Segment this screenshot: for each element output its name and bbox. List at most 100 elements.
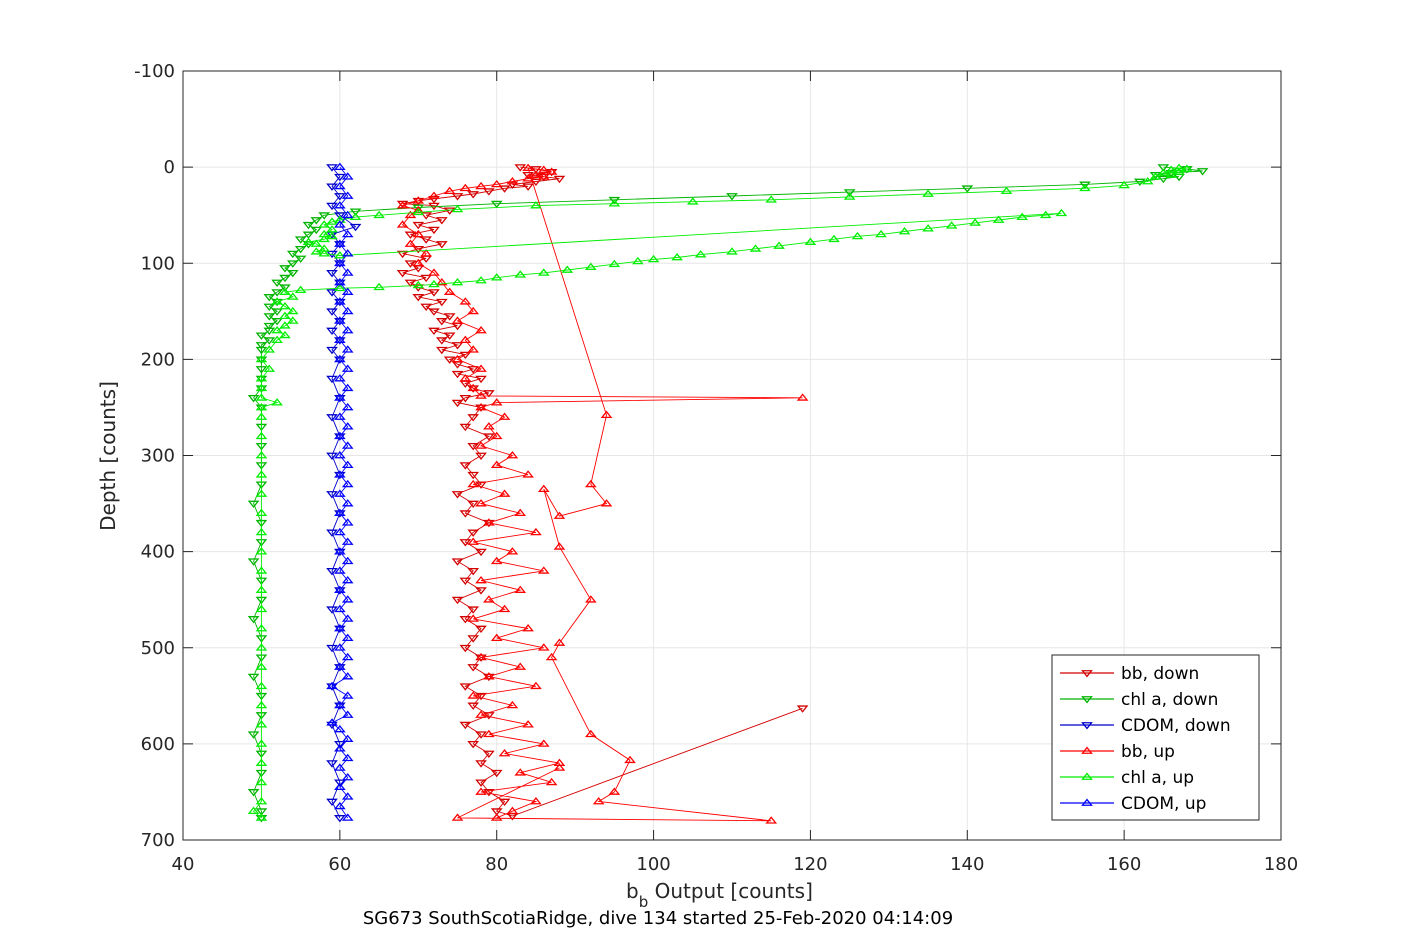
y-tick-label: 0 bbox=[164, 157, 175, 178]
data-point bbox=[726, 193, 738, 201]
chart-caption: SG673 SouthScotiaRidge, dive 134 started… bbox=[363, 908, 953, 929]
data-point bbox=[294, 236, 307, 244]
data-point bbox=[334, 547, 346, 555]
data-point bbox=[341, 229, 354, 238]
data-point bbox=[420, 212, 432, 220]
data-point bbox=[467, 366, 480, 374]
data-point bbox=[514, 768, 527, 776]
legend-marker bbox=[1081, 772, 1093, 780]
data-point bbox=[992, 215, 1005, 223]
data-point bbox=[475, 787, 487, 795]
data-point bbox=[271, 298, 283, 307]
data-point bbox=[255, 604, 268, 613]
data-point bbox=[334, 662, 346, 670]
x-tick-label: 180 bbox=[1264, 854, 1298, 875]
data-point bbox=[490, 179, 503, 188]
data-point bbox=[341, 268, 354, 276]
data-point bbox=[475, 326, 487, 334]
data-point bbox=[632, 256, 644, 265]
data-point bbox=[341, 364, 354, 372]
data-point bbox=[498, 604, 511, 613]
data-point bbox=[428, 191, 440, 199]
data-point bbox=[537, 739, 550, 747]
data-point bbox=[467, 191, 480, 199]
data-point bbox=[263, 294, 276, 302]
data-point bbox=[1157, 175, 1170, 184]
data-point bbox=[302, 237, 315, 245]
data-point bbox=[467, 345, 480, 353]
data-point bbox=[530, 797, 542, 805]
data-point bbox=[334, 548, 346, 557]
data-point bbox=[443, 332, 456, 340]
data-point bbox=[537, 643, 550, 651]
series-line bbox=[252, 167, 1188, 819]
data-point bbox=[341, 633, 354, 642]
data-point bbox=[624, 755, 636, 764]
data-point bbox=[765, 195, 778, 203]
data-point bbox=[506, 547, 519, 555]
x-axis-label-rest: Output [counts] bbox=[648, 879, 813, 903]
data-point bbox=[451, 558, 464, 566]
data-point bbox=[326, 681, 338, 690]
data-point bbox=[435, 318, 448, 326]
x-axis-label: bb Output [counts] bbox=[626, 879, 813, 911]
data-point bbox=[334, 201, 346, 209]
data-point bbox=[302, 231, 315, 239]
data-point bbox=[396, 250, 409, 259]
data-point bbox=[592, 797, 605, 805]
data-point bbox=[467, 383, 480, 392]
data-point bbox=[334, 815, 346, 823]
data-point bbox=[483, 433, 495, 441]
data-point bbox=[490, 200, 503, 209]
data-point bbox=[522, 163, 534, 171]
data-point bbox=[334, 393, 346, 401]
data-point bbox=[467, 500, 480, 509]
x-tick-label: 160 bbox=[1107, 854, 1141, 875]
data-point bbox=[341, 537, 354, 545]
data-point bbox=[530, 681, 542, 690]
data-point bbox=[412, 294, 425, 302]
data-point bbox=[545, 652, 558, 661]
y-axis-label: Depth [counts] bbox=[96, 381, 120, 531]
data-point bbox=[459, 644, 472, 653]
data-point bbox=[608, 196, 621, 205]
data-point bbox=[898, 227, 911, 235]
data-point bbox=[326, 327, 338, 336]
data-point bbox=[341, 691, 354, 699]
data-point bbox=[537, 172, 550, 180]
data-point bbox=[475, 575, 487, 584]
x-tick-label: 60 bbox=[328, 854, 351, 875]
data-point bbox=[467, 529, 480, 537]
data-point bbox=[349, 212, 362, 220]
data-point bbox=[1149, 172, 1162, 180]
x-tick-label: 100 bbox=[636, 854, 670, 875]
data-point bbox=[467, 664, 480, 672]
data-point bbox=[498, 412, 511, 420]
data-point bbox=[334, 318, 346, 326]
axes: 40 60 80 100 120 140 160 180 -100 0 100 200 300 400 50… bbox=[134, 61, 1298, 875]
data-point bbox=[1157, 168, 1170, 176]
data-point bbox=[435, 241, 448, 249]
data-point bbox=[271, 335, 283, 344]
data-point bbox=[334, 763, 346, 771]
data-point bbox=[247, 616, 260, 624]
data-point bbox=[318, 244, 331, 252]
data-point bbox=[334, 181, 346, 190]
data-point bbox=[341, 249, 354, 257]
data-point bbox=[467, 306, 480, 315]
data-point bbox=[334, 700, 346, 709]
data-point bbox=[341, 479, 354, 488]
legend: bb, down chl a, down CDOM, down bb, up chl a… bbox=[1051, 654, 1260, 821]
data-point bbox=[451, 399, 464, 408]
data-point bbox=[443, 356, 456, 364]
data-point bbox=[420, 249, 432, 257]
data-point bbox=[326, 375, 338, 384]
data-point bbox=[945, 221, 958, 229]
series-cdom-up bbox=[326, 162, 354, 821]
data-point bbox=[255, 681, 268, 690]
data-point bbox=[326, 217, 338, 225]
data-point bbox=[584, 595, 597, 603]
data-point bbox=[506, 181, 519, 189]
data-point bbox=[467, 691, 480, 699]
